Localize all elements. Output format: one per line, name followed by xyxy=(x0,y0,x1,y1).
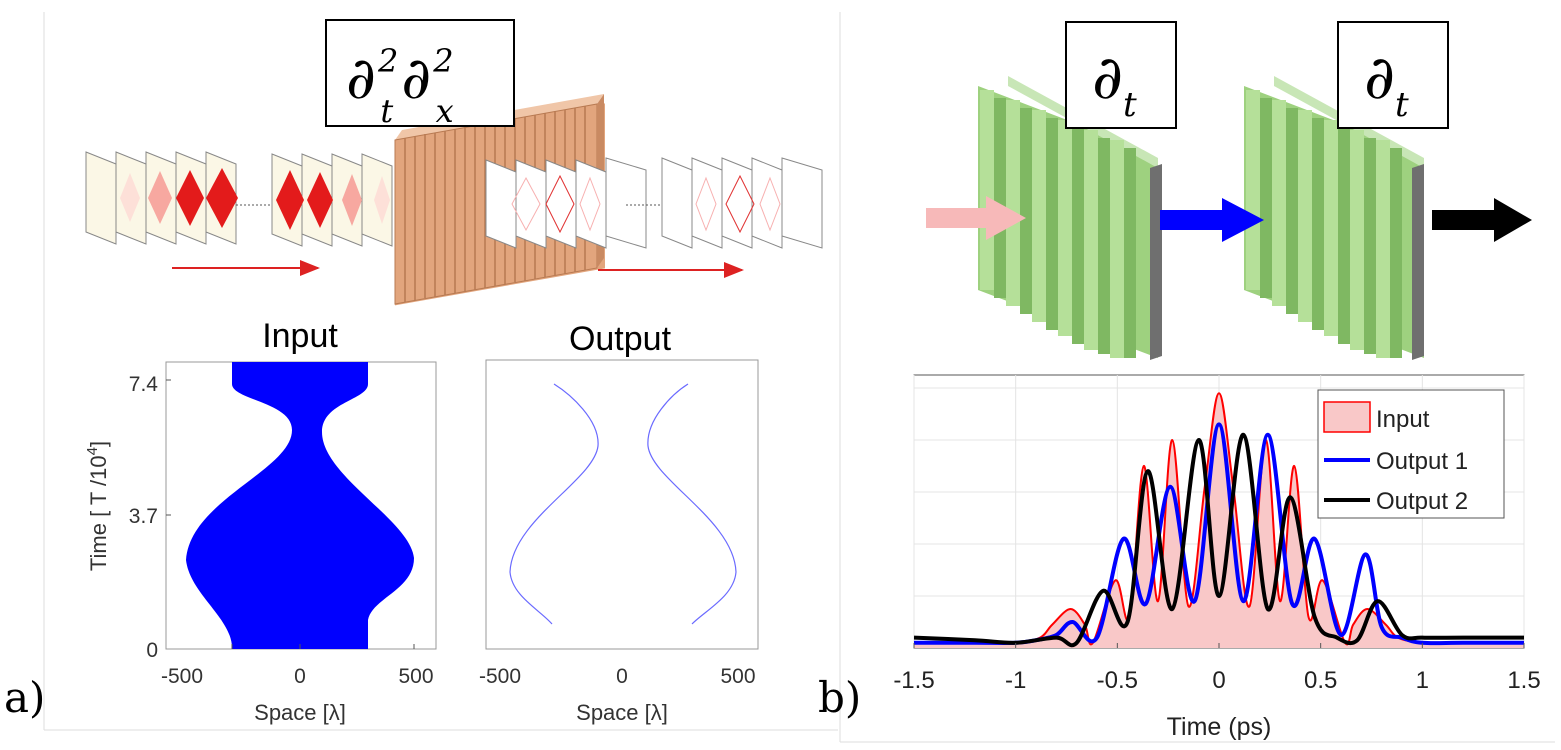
legend-input-swatch xyxy=(1323,401,1371,433)
grating-block-b2 xyxy=(1244,76,1424,360)
input-xtick-500: 500 xyxy=(398,665,433,688)
input-ytick-top: 7.4 xyxy=(129,373,159,396)
input-plot-axes xyxy=(166,379,415,649)
svg-text:∂t: ∂t xyxy=(1364,43,1409,125)
input-frames-right xyxy=(271,153,393,247)
input-plot-title: Input xyxy=(262,317,338,355)
op-a-partial-1: ∂ xyxy=(346,44,376,112)
input-xlabel: Space [λ] xyxy=(254,700,346,725)
op-a-sup-1: 2 xyxy=(377,42,398,80)
svg-text:∂t: ∂t xyxy=(1092,43,1137,125)
chart-legend: Input Output 1 Output 2 xyxy=(1317,389,1505,519)
grating-block-b1 xyxy=(978,76,1162,360)
op-b2-partial: ∂ xyxy=(1364,43,1395,113)
chart-xtick-label: 0 xyxy=(1212,667,1225,694)
output-plot-frame xyxy=(485,359,759,650)
output-xlabel: Space [λ] xyxy=(576,700,668,725)
output-frames-left xyxy=(485,157,647,249)
op-b1-sub: t xyxy=(1123,85,1137,125)
op-b2-sub: t xyxy=(1395,85,1409,125)
input-ytick-mid: 3.7 xyxy=(129,505,158,528)
output-xtick-0: 0 xyxy=(616,665,628,688)
panel-b-label: b) xyxy=(818,673,861,722)
chart-xtick-label: 0.5 xyxy=(1304,667,1337,694)
output-frames-right xyxy=(661,157,823,249)
input-xtick-0: 0 xyxy=(294,665,306,688)
output-plot-title: Output xyxy=(569,320,672,358)
op-b1-partial: ∂ xyxy=(1092,43,1123,113)
input-xtick-neg500: -500 xyxy=(161,665,203,688)
output-arrow xyxy=(1432,198,1532,242)
series-output-2-line xyxy=(914,432,1524,648)
op-a-sub-2: x xyxy=(436,92,454,130)
input-ytick-bottom: 0 xyxy=(146,639,158,662)
series-input-fill xyxy=(914,393,1524,648)
output-edge-left xyxy=(509,383,599,625)
chart-xtick-label: 1.5 xyxy=(1507,667,1540,694)
output-edge-right xyxy=(647,383,737,625)
chart-xtick-label: -1.5 xyxy=(893,667,934,694)
output-xtick-500: 500 xyxy=(720,665,755,688)
legend-input-label: Input xyxy=(1376,406,1430,433)
time-chart: -1.5 -1 -0.5 0 0.5 1 1.5 Time (ps) Input Output… xyxy=(893,374,1541,741)
operator-box-b2: ∂t xyxy=(1337,21,1449,129)
svg-text:∂2t∂2x: ∂2 t ∂2 x xyxy=(346,42,454,130)
input-arrow xyxy=(926,196,1026,240)
middle-arrow xyxy=(1160,198,1264,242)
chart-series-group xyxy=(914,392,1524,648)
chart-xtick-label: 1 xyxy=(1416,667,1429,694)
op-a-partial-2: ∂ xyxy=(401,44,431,112)
chart-xtick-label: -1 xyxy=(1005,667,1026,694)
output-xtick-neg500: -500 xyxy=(479,665,521,688)
operator-box-b1: ∂t xyxy=(1065,21,1177,129)
chart-xtick-label: -0.5 xyxy=(1097,667,1138,694)
input-frames-left xyxy=(85,151,238,245)
op-a-sub-1: t xyxy=(380,92,393,130)
op-a-sup-2: 2 xyxy=(432,42,453,80)
chart-xticks: -1.5 -1 -0.5 0 0.5 1 1.5 xyxy=(893,643,1541,694)
input-ylabel: Time [ T /104] xyxy=(84,441,111,571)
chart-xlabel: Time (ps) xyxy=(1167,713,1272,741)
input-beam-shape xyxy=(186,362,414,649)
operator-box-a: ∂2 t ∂2 x xyxy=(325,19,515,130)
legend-output-1-label: Output 1 xyxy=(1376,448,1468,475)
legend-output-2-label: Output 2 xyxy=(1376,488,1468,515)
series-output-1-line xyxy=(914,422,1524,646)
panel-a-label: a) xyxy=(4,673,45,722)
